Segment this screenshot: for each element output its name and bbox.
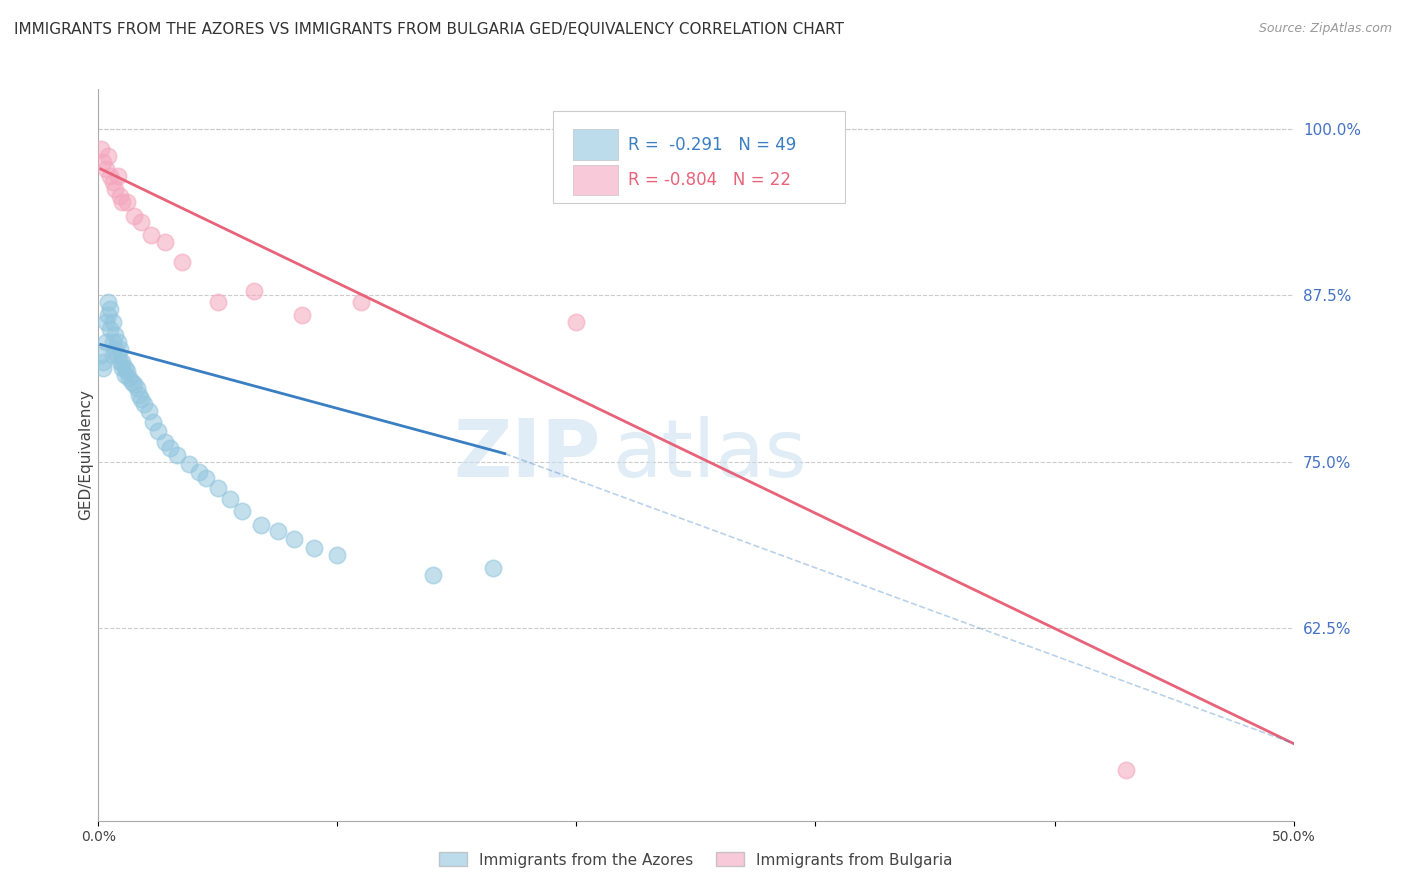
FancyBboxPatch shape [572,164,619,195]
Point [326,548,349,562]
Point [111,195,134,210]
Point [291,308,314,322]
Point [131,392,153,406]
Point [91,355,114,369]
Point [179,457,201,471]
Point [166,448,188,462]
Text: R =  -0.291   N = 49: R = -0.291 N = 49 [628,136,796,153]
Point [124,377,146,392]
Point [302,541,325,555]
Point [125,381,148,395]
Point [91,361,114,376]
Point [207,295,229,310]
Point [98,169,122,183]
Point [94,334,117,349]
Point [207,481,229,495]
Point [101,315,124,329]
Point [350,295,373,310]
Point [108,342,131,356]
Point [115,195,138,210]
Point [107,334,129,349]
Point [172,255,194,269]
Point [104,182,127,196]
Point [124,209,146,223]
Point [142,415,165,429]
Point [97,308,120,322]
Point [90,348,112,362]
Point [243,285,266,299]
FancyBboxPatch shape [572,129,619,161]
Point [111,355,134,369]
Point [1115,763,1137,777]
Point [155,434,177,449]
Point [132,397,155,411]
Point [104,328,127,343]
Point [283,532,305,546]
Point [138,404,160,418]
Point [97,295,120,310]
Point [104,342,127,356]
Point [267,524,290,538]
Point [128,388,150,402]
Y-axis label: GED/Equivalency: GED/Equivalency [77,390,93,520]
Point [108,355,131,369]
Point [155,235,177,249]
Point [114,368,136,383]
Point [94,315,117,329]
Point [481,561,505,575]
Point [98,321,122,335]
Text: IMMIGRANTS FROM THE AZORES VS IMMIGRANTS FROM BULGARIA GED/EQUIVALENCY CORRELATI: IMMIGRANTS FROM THE AZORES VS IMMIGRANTS… [14,22,844,37]
Point [118,371,141,385]
Point [148,424,170,438]
Point [108,188,131,202]
Point [101,348,124,362]
Text: ZIP: ZIP [453,416,600,494]
Point [159,442,181,456]
Point [90,142,112,156]
Legend: Immigrants from the Azores, Immigrants from Bulgaria: Immigrants from the Azores, Immigrants f… [432,845,960,875]
Point [187,465,209,479]
Point [565,315,588,329]
Point [250,518,273,533]
Text: Source: ZipAtlas.com: Source: ZipAtlas.com [1258,22,1392,36]
Point [111,361,134,376]
Point [107,169,129,183]
Point [101,175,124,189]
Point [107,348,129,362]
Point [194,470,218,484]
Point [94,161,117,176]
Point [98,301,122,316]
Point [101,334,124,349]
Point [231,504,253,518]
Point [422,567,444,582]
Point [219,491,242,506]
Point [91,155,114,169]
FancyBboxPatch shape [553,112,845,202]
Point [115,364,138,378]
Point [114,361,136,376]
Point [121,375,143,389]
Point [131,215,153,229]
Text: R = -0.804   N = 22: R = -0.804 N = 22 [628,171,790,189]
Point [97,149,120,163]
Point [139,228,162,243]
Text: atlas: atlas [613,416,807,494]
